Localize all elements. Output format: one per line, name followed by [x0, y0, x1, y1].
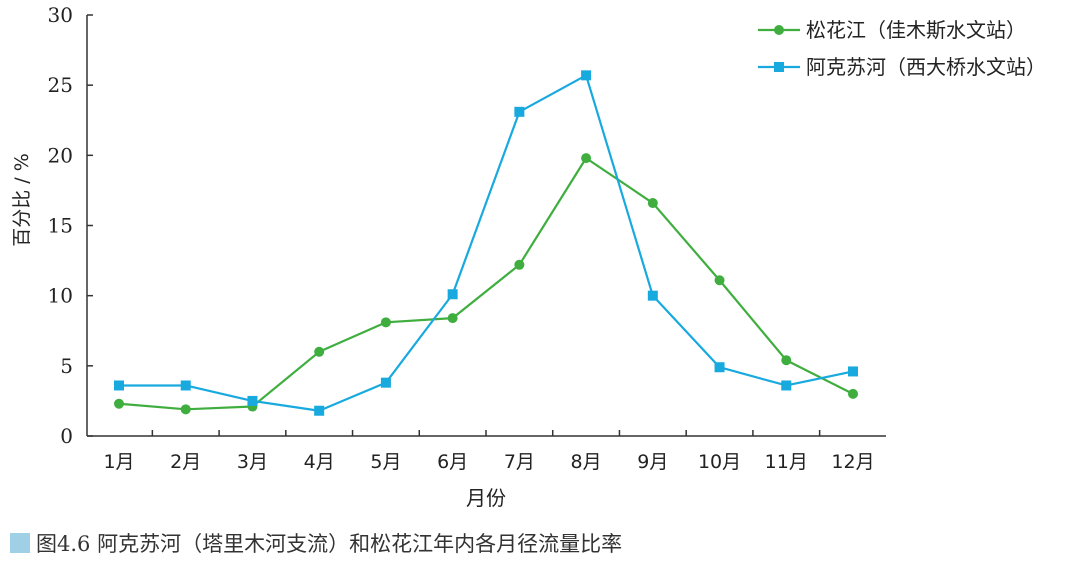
series-line — [118, 157, 854, 411]
x-tick-label: 3月 — [237, 451, 268, 473]
data-point — [714, 362, 725, 373]
series-layer — [114, 70, 858, 416]
legend-label: 松花江（佳木斯水文站） — [806, 18, 1026, 42]
data-point — [647, 198, 658, 209]
x-tick-label: 1月 — [103, 451, 134, 473]
y-tick-label: 20 — [48, 143, 73, 167]
x-tick-label: 7月 — [504, 451, 535, 473]
legend-marker — [774, 62, 784, 72]
y-tick-label: 15 — [48, 214, 73, 238]
legend-label: 阿克苏河（西大桥水文站） — [806, 55, 1046, 79]
x-tick-label: 9月 — [637, 451, 668, 473]
figure-caption: 图4.6 阿克苏河（塔里木河支流）和松花江年内各月径流量比率 — [10, 528, 622, 558]
data-point — [447, 289, 458, 300]
data-point — [714, 275, 725, 286]
data-point — [848, 388, 858, 399]
data-point — [247, 395, 258, 406]
x-tick-label: 10月 — [698, 451, 741, 473]
x-tick-label: 6月 — [437, 451, 468, 473]
caption-text: 图4.6 阿克苏河（塔里木河支流）和松花江年内各月径流量比率 — [36, 532, 623, 556]
data-point — [114, 380, 124, 391]
x-tick-label: 5月 — [370, 451, 401, 473]
x-tick-label: 12月 — [831, 451, 874, 473]
data-point — [581, 153, 592, 164]
data-point — [447, 313, 458, 324]
x-tick-label: 4月 — [304, 451, 335, 473]
x-tick-label: 11月 — [765, 451, 808, 473]
data-point — [380, 377, 391, 388]
data-point — [314, 346, 325, 357]
y-tick-label: 5 — [60, 354, 73, 378]
data-point — [114, 398, 124, 409]
data-point — [781, 380, 792, 391]
data-point — [647, 290, 658, 301]
data-point — [581, 70, 592, 81]
series-line — [119, 74, 854, 412]
data-point — [781, 355, 792, 366]
x-ticks: 1月 2月 3月 4月 5月 6月 7月 8月 9月 10月 11月 12月 — [103, 430, 875, 473]
series-2 — [114, 70, 858, 416]
data-point — [848, 366, 858, 377]
data-point — [180, 404, 191, 415]
y-tick-label: 10 — [48, 284, 73, 308]
y-ticks: 0 5 10 15 20 25 30 — [48, 3, 93, 448]
data-point — [180, 380, 191, 391]
caption-marker — [10, 533, 30, 553]
x-tick-label: 8月 — [571, 451, 602, 473]
x-axis-label: 月份 — [466, 486, 506, 510]
line-chart: 0 5 10 15 20 25 30 1月 2月 3月 4月 5月 6月 7月 8月 9月 10月 11月 12月… — [11, 3, 1046, 510]
y-tick-label: 0 — [60, 424, 73, 448]
y-tick-label: 30 — [48, 3, 73, 27]
data-point — [380, 317, 391, 328]
y-axis-label: 百分比 / % — [11, 153, 33, 247]
data-point — [514, 106, 525, 117]
data-point — [514, 259, 525, 270]
y-tick-label: 25 — [48, 73, 73, 97]
legend: 松花江（佳木斯水文站） 阿克苏河（西大桥水文站） — [758, 18, 1046, 79]
data-point — [314, 405, 325, 416]
legend-marker — [774, 25, 784, 35]
x-tick-label: 2月 — [170, 451, 201, 473]
